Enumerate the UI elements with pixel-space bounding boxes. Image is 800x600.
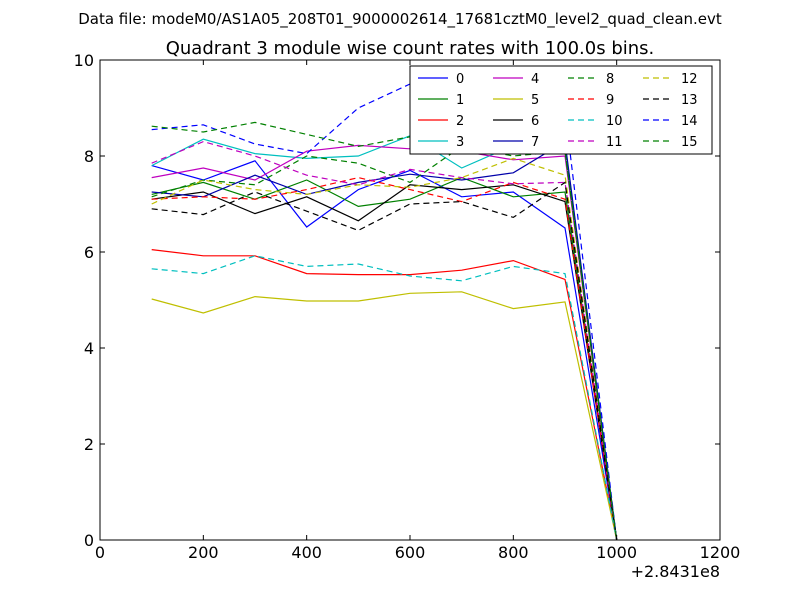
series-line-9 — [151, 176, 618, 541]
y-tick-label: 2 — [84, 435, 94, 454]
legend-box — [409, 65, 713, 155]
legend-label-11: 11 — [606, 135, 623, 150]
series-line-10 — [151, 255, 618, 541]
y-tick-label: 10 — [74, 51, 94, 70]
suptitle: Data file: modeM0/AS1A05_208T01_90000026… — [78, 10, 722, 29]
legend-label-2: 2 — [456, 114, 464, 129]
x-tick-label: 0 — [95, 543, 105, 562]
legend-label-15: 15 — [681, 135, 698, 150]
legend-label-0: 0 — [456, 72, 464, 87]
y-tick-label: 6 — [84, 243, 94, 262]
legend-label-6: 6 — [531, 114, 539, 129]
legend-label-5: 5 — [531, 93, 539, 108]
x-tick-label: 400 — [291, 543, 322, 562]
legend-label-13: 13 — [681, 93, 698, 108]
x-tick-label: 600 — [395, 543, 426, 562]
x-tick-label: 1000 — [596, 543, 637, 562]
series-line-5 — [151, 291, 618, 541]
y-tick-label: 8 — [84, 147, 94, 166]
legend-label-3: 3 — [456, 135, 464, 150]
legend-label-12: 12 — [681, 72, 698, 87]
x-tick-label: 1200 — [700, 543, 741, 562]
series-line-12 — [151, 157, 618, 541]
legend-label-1: 1 — [456, 93, 464, 108]
legend-label-4: 4 — [531, 72, 539, 87]
x-tick-label: 800 — [498, 543, 529, 562]
series-line-11 — [151, 140, 618, 541]
legend-label-9: 9 — [606, 93, 614, 108]
x-offset-label: +2.8431e8 — [631, 562, 720, 581]
legend-label-8: 8 — [606, 72, 614, 87]
chart-title: Quadrant 3 module wise count rates with … — [166, 38, 655, 59]
plot-lines — [151, 83, 618, 541]
series-line-7 — [151, 140, 618, 541]
legend-label-7: 7 — [531, 135, 539, 150]
y-tick-label: 0 — [84, 531, 94, 550]
series-line-0 — [151, 160, 618, 541]
x-tick-label: 200 — [188, 543, 219, 562]
legend-label-10: 10 — [606, 114, 623, 129]
y-tick-label: 4 — [84, 339, 94, 358]
series-line-13 — [151, 181, 618, 541]
legend-label-14: 14 — [681, 114, 698, 129]
